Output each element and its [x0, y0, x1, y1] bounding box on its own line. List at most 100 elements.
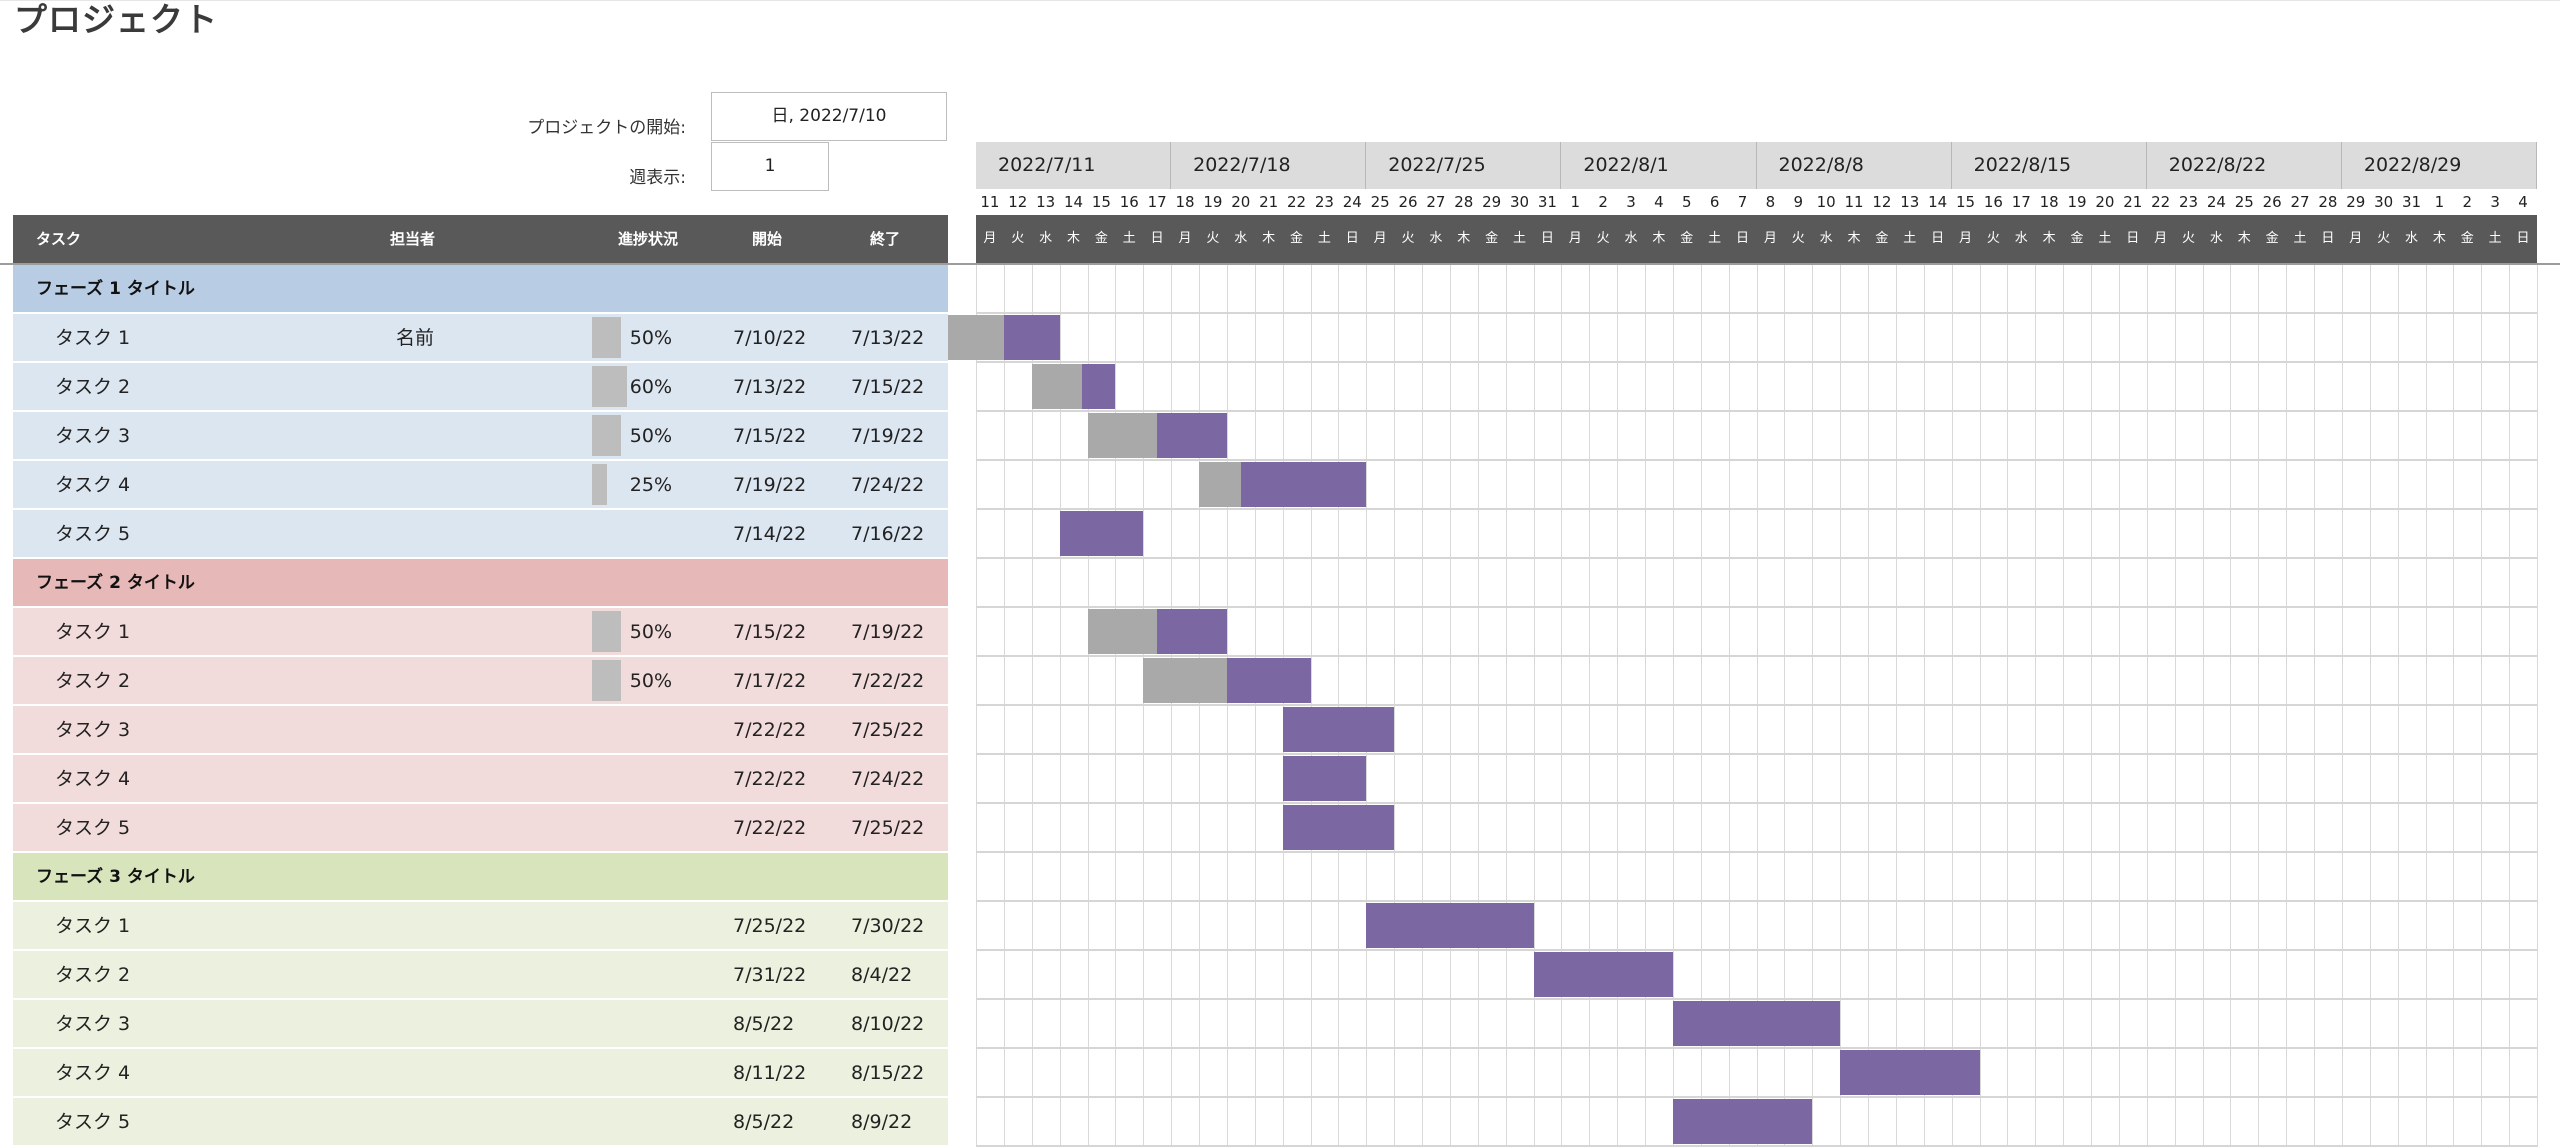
day-number: 3	[1626, 193, 1636, 211]
gantt-bar[interactable]	[1081, 364, 1116, 409]
grid-line	[1171, 265, 1173, 1147]
table-row[interactable]	[13, 461, 948, 508]
weekday-label: 火	[1986, 231, 2000, 246]
weekday-label: 日	[2516, 231, 2530, 246]
weekday-label: 火	[2182, 231, 2196, 246]
gantt-bar[interactable]	[1533, 952, 1673, 997]
grid-line	[1226, 265, 1228, 1147]
task-end-date: 7/30/22	[851, 915, 925, 937]
weekday-label: 日	[1345, 231, 1359, 246]
progress-bar	[592, 317, 621, 358]
task-start-date: 7/22/22	[733, 817, 807, 839]
grid-line	[1951, 265, 1953, 1147]
gantt-bar-done[interactable]	[1143, 658, 1227, 703]
week-label: 2022/7/18	[1193, 154, 1291, 176]
grid-line	[2063, 265, 2065, 1147]
weekday-label: 木	[2432, 231, 2446, 246]
task-end-date: 8/4/22	[851, 964, 913, 986]
weekday-label: 水	[1039, 231, 1053, 246]
week-label: 2022/8/1	[1583, 154, 1669, 176]
gantt-bar[interactable]	[1282, 756, 1367, 801]
row-divider	[976, 753, 2537, 755]
page-title: プロジェクト	[14, 0, 218, 39]
column-header-task: タスク	[36, 230, 82, 248]
gantt-bar-done[interactable]	[1087, 413, 1158, 458]
gantt-bar-done[interactable]	[1199, 462, 1241, 507]
table-row[interactable]	[13, 902, 948, 949]
task-name: タスク 4	[55, 474, 131, 496]
table-row[interactable]	[13, 363, 948, 410]
grid-line	[2537, 265, 2538, 1147]
day-number: 15	[1956, 193, 1976, 211]
weekday-label: 水	[2209, 231, 2223, 246]
weekday-label: 金	[1875, 231, 1889, 246]
gantt-bar[interactable]	[1672, 1099, 1813, 1144]
grid-line	[1812, 265, 1814, 1147]
task-end-date: 7/16/22	[851, 523, 925, 545]
gantt-bar-done[interactable]	[1087, 609, 1158, 654]
gantt-bar[interactable]	[1059, 511, 1144, 556]
task-end-date: 7/19/22	[851, 425, 925, 447]
grid-line	[1645, 265, 1646, 1147]
grid-line	[2314, 265, 2315, 1147]
day-number: 19	[1203, 193, 1223, 211]
weekday-label: 土	[2293, 231, 2307, 246]
gantt-bar[interactable]	[1003, 315, 1060, 360]
grid-line	[1923, 265, 1925, 1147]
table-row[interactable]	[13, 1098, 948, 1145]
table-row[interactable]	[13, 657, 948, 704]
week-display-input[interactable]: 1	[711, 142, 829, 191]
day-number: 4	[2518, 193, 2528, 211]
table-row[interactable]	[13, 412, 948, 459]
grid-line	[1143, 265, 1145, 1147]
weekday-label: 土	[1122, 231, 1136, 246]
table-row[interactable]	[13, 1000, 948, 1047]
gantt-bar[interactable]	[1366, 903, 1534, 948]
progress-bar	[592, 464, 607, 505]
task-start-date: 7/22/22	[733, 768, 807, 790]
gantt-bar[interactable]	[1240, 462, 1367, 507]
progress-percent: 50%	[629, 425, 672, 447]
table-row[interactable]	[13, 510, 948, 557]
table-row[interactable]	[13, 804, 948, 851]
weekday-label: 木	[1067, 231, 1081, 246]
table-row[interactable]	[13, 608, 948, 655]
task-name: タスク 1	[55, 915, 131, 937]
grid-line	[2397, 265, 2399, 1147]
table-row[interactable]	[13, 706, 948, 753]
day-number: 29	[1482, 193, 1502, 211]
table-row[interactable]	[13, 1049, 948, 1096]
weekday-label: 日	[1931, 231, 1945, 246]
weekday-label: 土	[2488, 231, 2502, 246]
day-number: 20	[1231, 193, 1251, 211]
day-number: 28	[1454, 193, 1474, 211]
row-divider	[976, 410, 2537, 412]
task-name: タスク 5	[55, 1111, 131, 1133]
day-number: 11	[980, 193, 1000, 211]
day-number: 30	[2374, 193, 2394, 211]
task-name: タスク 1	[55, 327, 131, 349]
table-row[interactable]	[13, 755, 948, 802]
gantt-bar-done[interactable]	[948, 315, 1004, 360]
grid-line	[2258, 265, 2260, 1147]
gantt-bar[interactable]	[1157, 609, 1227, 654]
gantt-bar[interactable]	[1226, 658, 1311, 703]
grid-line	[1338, 265, 1340, 1147]
gantt-bar[interactable]	[1282, 805, 1395, 850]
gantt-bar[interactable]	[1282, 707, 1395, 752]
weekday-label: 日	[1540, 231, 1554, 246]
gantt-bar[interactable]	[1157, 413, 1227, 458]
grid-line	[1728, 265, 1730, 1147]
grid-line	[1254, 265, 1256, 1147]
day-number: 23	[2179, 193, 2199, 211]
gantt-bar[interactable]	[1672, 1001, 1841, 1046]
gantt-bar[interactable]	[1840, 1050, 1980, 1095]
grid-line	[2481, 265, 2483, 1147]
task-end-date: 7/25/22	[851, 719, 925, 741]
table-row[interactable]	[13, 314, 948, 361]
task-name: タスク 2	[55, 670, 131, 692]
table-row[interactable]	[13, 951, 948, 998]
project-start-input[interactable]: 日, 2022/7/10	[711, 92, 947, 141]
gantt-bar-done[interactable]	[1031, 364, 1082, 409]
progress-percent: 25%	[629, 474, 672, 496]
